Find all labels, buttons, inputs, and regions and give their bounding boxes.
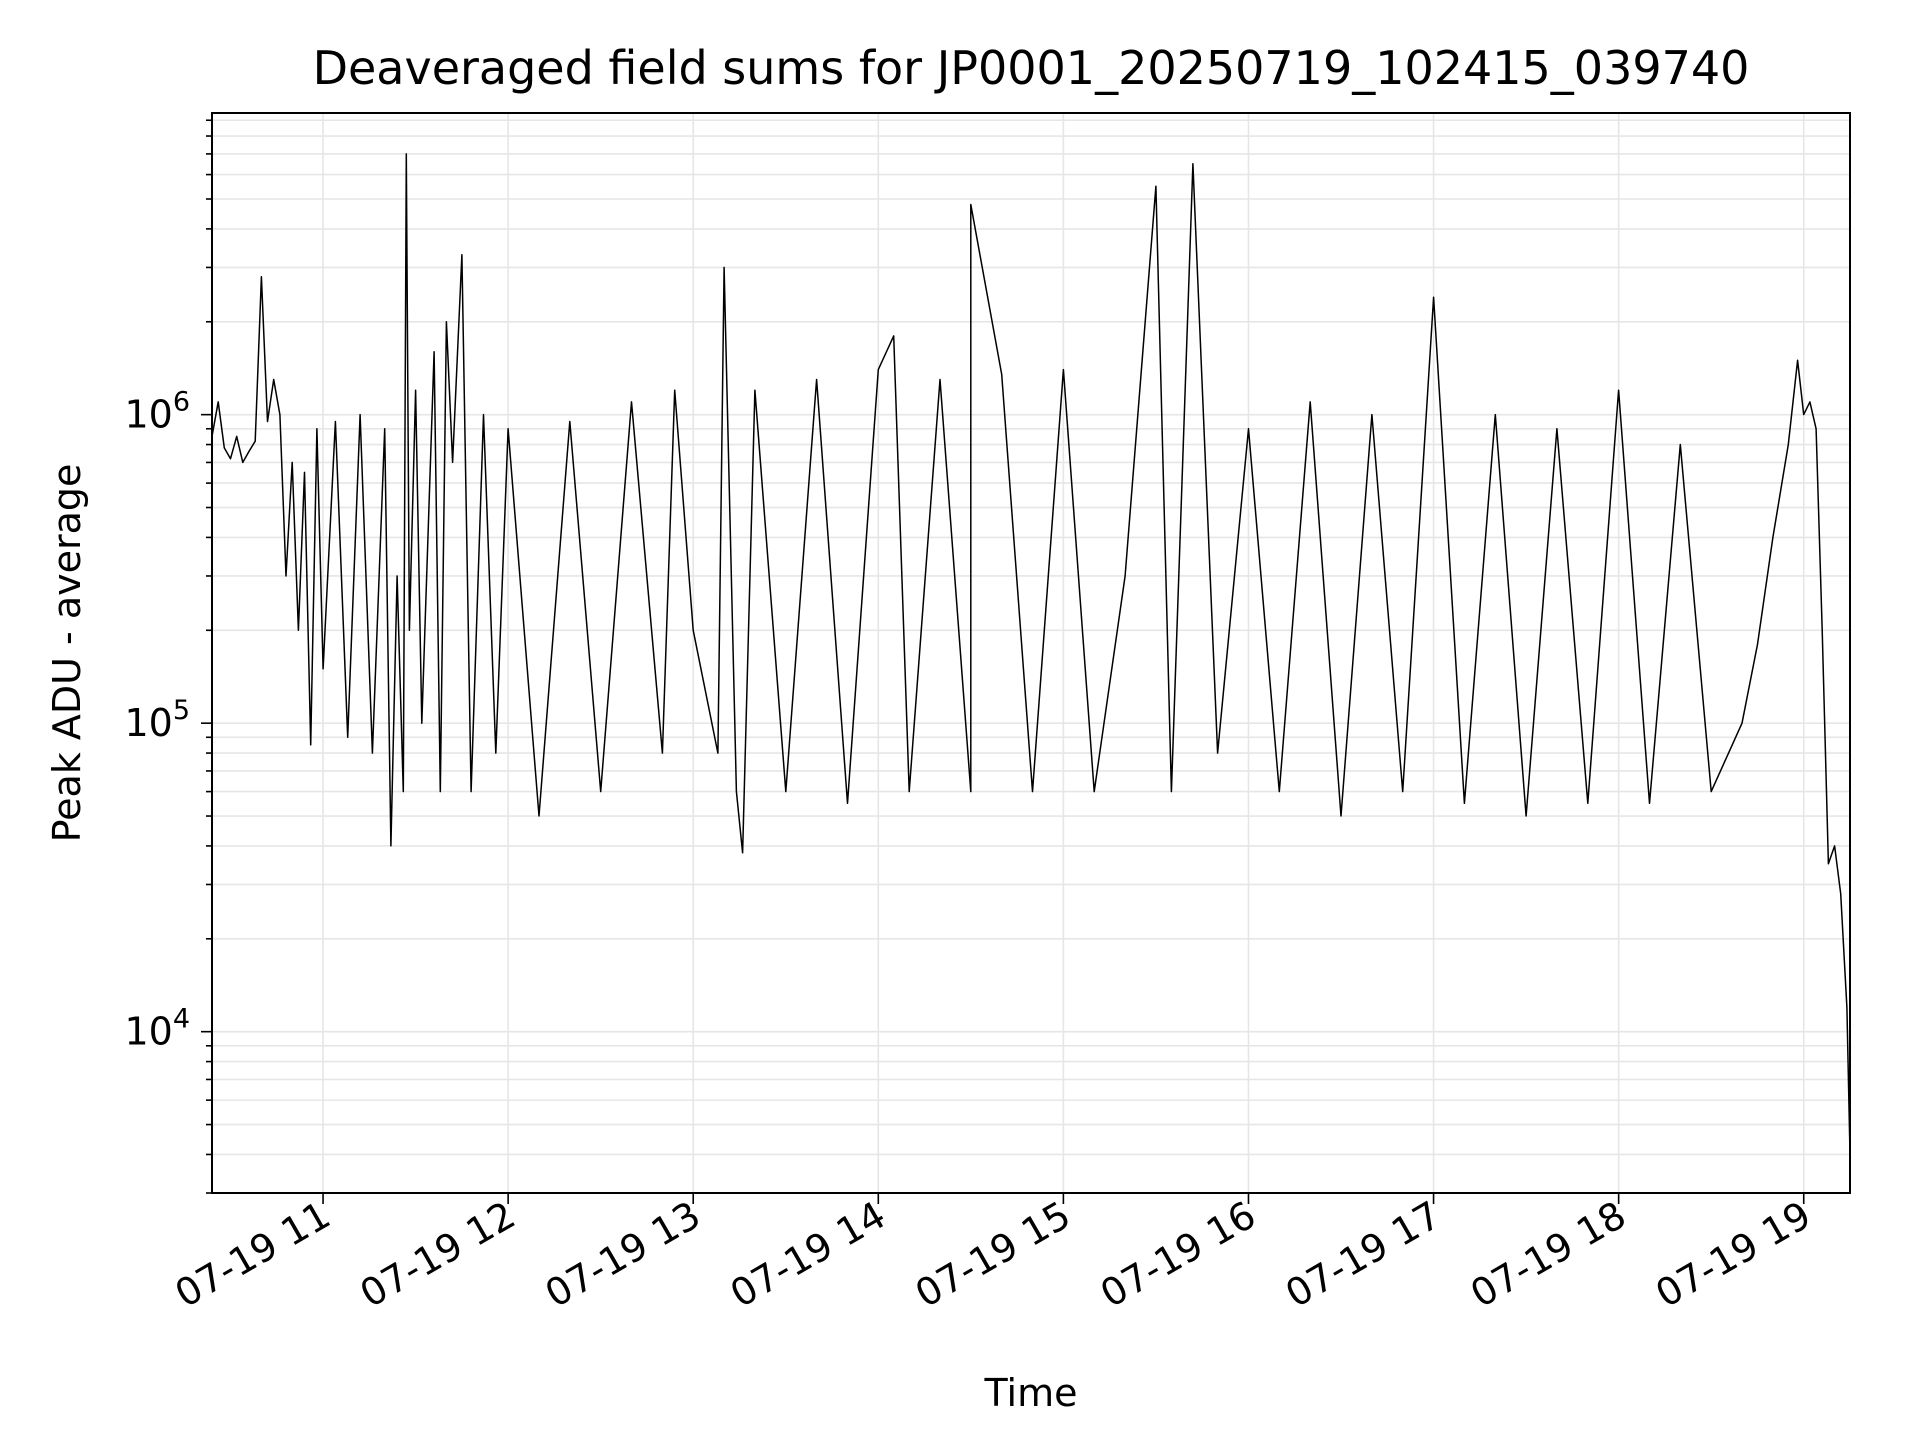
- x-tick-label: 07-19 19: [1648, 1193, 1818, 1317]
- x-tick-label: 07-19 11: [168, 1193, 338, 1317]
- y-axis: 104 105 106: [124, 119, 212, 1194]
- y-tick-label: 106: [124, 387, 190, 437]
- x-axis: 07-19 11 07-19 12 07-19 13 07-19 14 07-19 15…: [168, 1193, 1819, 1317]
- x-tick-label: 07-19 15: [908, 1193, 1078, 1317]
- y-tick-label: 104: [124, 1004, 190, 1054]
- x-tick-label: 07-19 16: [1093, 1193, 1263, 1317]
- x-tick-label: 07-19 14: [723, 1193, 893, 1317]
- plot-frame: [211, 112, 1851, 1194]
- x-tick-label: 07-19 17: [1278, 1193, 1448, 1317]
- chart-title: Deaveraged field sums for JP0001_2025071…: [313, 41, 1750, 95]
- x-tick-label: 07-19 18: [1463, 1193, 1633, 1317]
- grid: [212, 113, 1850, 1194]
- x-tick-label: 07-19 13: [538, 1193, 708, 1317]
- x-tick-label: 07-19 12: [353, 1193, 523, 1317]
- series-line: [211, 153, 1851, 1155]
- x-axis-label: Time: [984, 1371, 1078, 1415]
- y-tick-label: 105: [124, 695, 190, 745]
- y-axis-label: Peak ADU - average: [45, 464, 89, 843]
